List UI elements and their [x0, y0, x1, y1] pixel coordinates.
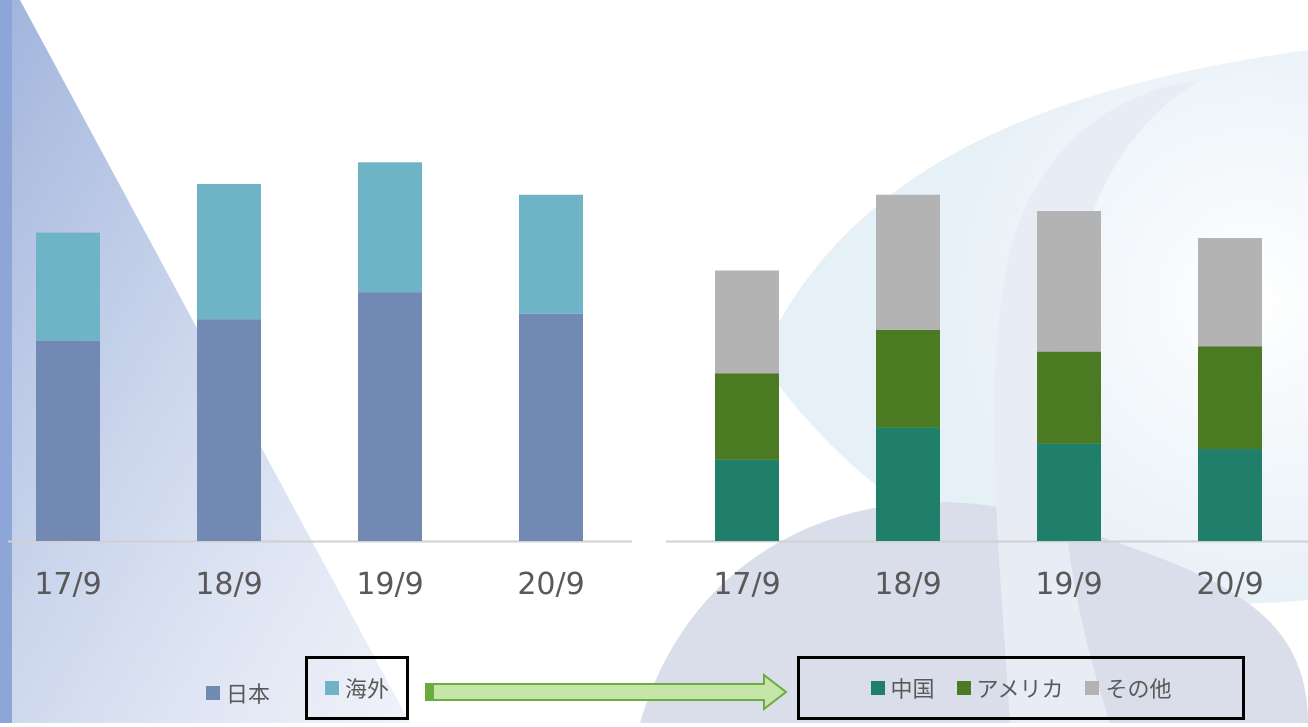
- legend-swatch-china: [870, 681, 885, 695]
- x-tick-label: 20/9: [1196, 567, 1263, 602]
- bar-japan-3: [519, 313, 583, 541]
- legend-label-japan: 日本: [226, 683, 271, 708]
- legend-swatch-japan: [206, 686, 220, 700]
- bar-japan-1: [197, 319, 261, 541]
- bar-america-3: [1198, 346, 1262, 450]
- x-tick-label: 17/9: [34, 567, 101, 602]
- bar-others-2: [1037, 210, 1101, 352]
- legend-item-china: 中国: [870, 672, 935, 704]
- legend-swatch-others: [1085, 681, 1100, 695]
- legend-label-overseas: 海外: [344, 678, 389, 703]
- legend-left: 日本: [206, 676, 270, 710]
- x-tick-label: 18/9: [195, 567, 262, 602]
- legend-item-overseas: 海外: [324, 672, 389, 704]
- legend-item-others: その他: [1085, 672, 1171, 704]
- bar-china-2: [1037, 443, 1101, 541]
- right-arrow-icon: [425, 672, 788, 712]
- chart-left-svg: 17/9 18/9 19/9 20/9: [8, 162, 632, 602]
- legend-swatch-overseas: [324, 681, 339, 695]
- legend-label-china: 中国: [890, 678, 935, 703]
- bar-america-1: [876, 330, 940, 428]
- x-tick-label: 17/9: [713, 567, 780, 602]
- bar-china-1: [876, 427, 940, 541]
- bar-america-2: [1037, 351, 1101, 444]
- legend-highlight-overseas: 海外: [305, 656, 409, 720]
- chart-domestic-overseas: 17/9 18/9 19/9 20/9: [0, 0, 640, 723]
- legend-item-america: アメリカ: [956, 672, 1064, 704]
- legend-item-japan: 日本: [206, 677, 270, 709]
- legend-right: 中国 アメリカ その他: [797, 656, 1245, 720]
- bar-japan-2: [358, 292, 422, 541]
- x-tick-label: 19/9: [356, 567, 423, 602]
- legend-swatch-america: [956, 681, 971, 695]
- bar-others-1: [876, 194, 940, 331]
- bar-overseas-2: [358, 162, 422, 293]
- x-tick-label: 20/9: [517, 567, 584, 602]
- bar-japan-0: [36, 340, 100, 541]
- legend-label-others: その他: [1105, 678, 1172, 703]
- chart-right-svg: 17/9 18/9 19/9 20/9: [666, 194, 1308, 602]
- bar-overseas-1: [197, 183, 261, 320]
- bar-others-3: [1198, 238, 1262, 347]
- x-tick-label: 18/9: [874, 567, 941, 602]
- bar-china-0: [715, 459, 779, 541]
- bar-china-3: [1198, 449, 1262, 541]
- legend-label-america: アメリカ: [976, 678, 1064, 703]
- bar-others-0: [715, 270, 779, 374]
- chart-by-region: 17/9 18/9 19/9 20/9: [660, 0, 1308, 723]
- bar-overseas-3: [519, 194, 583, 314]
- bar-america-0: [715, 373, 779, 460]
- bar-overseas-0: [36, 232, 100, 341]
- x-tick-label: 19/9: [1035, 567, 1102, 602]
